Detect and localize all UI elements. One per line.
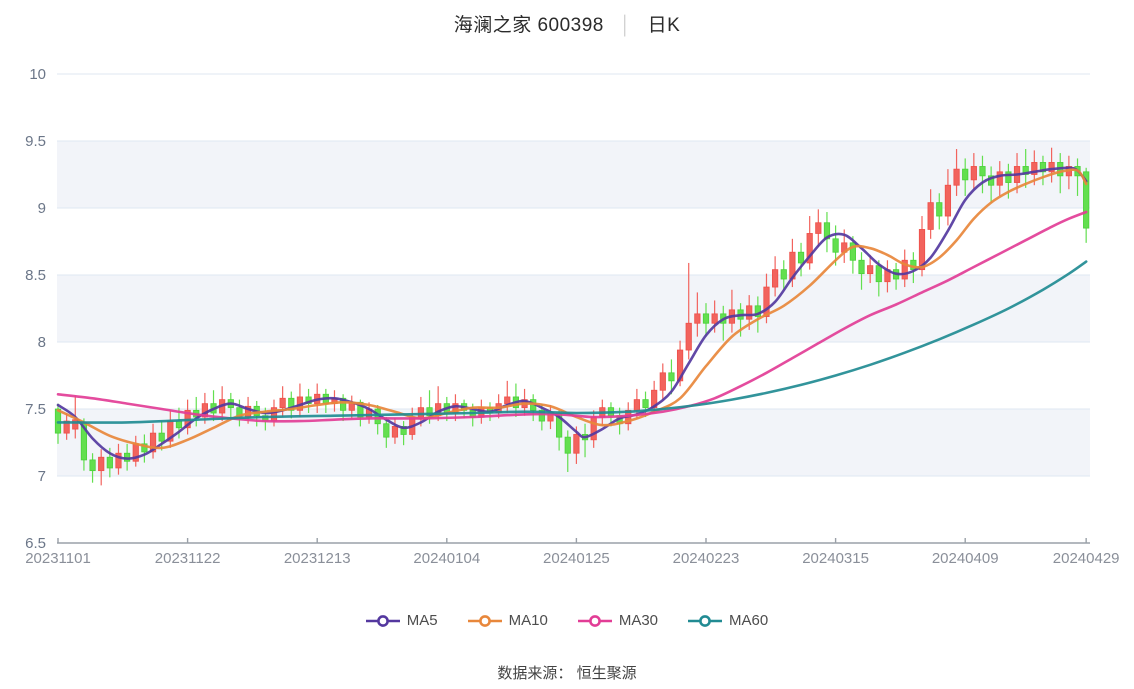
candle[interactable] bbox=[685, 262, 692, 360]
candle[interactable] bbox=[849, 236, 856, 274]
candles-group bbox=[54, 147, 1090, 486]
candle[interactable] bbox=[953, 149, 960, 196]
legend-item-ma60[interactable]: MA60 bbox=[688, 612, 768, 629]
ma5-line-icon bbox=[365, 614, 400, 627]
candle[interactable] bbox=[98, 449, 105, 486]
candle[interactable] bbox=[400, 421, 407, 446]
legend-item-ma10[interactable]: MA10 bbox=[467, 612, 548, 629]
svg-text:20240409: 20240409 bbox=[932, 550, 999, 567]
svg-text:20240104: 20240104 bbox=[413, 550, 480, 567]
candle[interactable] bbox=[115, 443, 122, 475]
data-source-note: 数据来源： 恒生聚源 bbox=[497, 665, 637, 682]
candle[interactable] bbox=[858, 252, 865, 290]
candle[interactable] bbox=[694, 292, 701, 337]
candle[interactable] bbox=[149, 423, 157, 459]
candle[interactable] bbox=[63, 413, 70, 440]
kline-period-label: 日K bbox=[647, 15, 681, 36]
ma10-line-icon bbox=[467, 614, 502, 627]
legend-label: MA10 bbox=[508, 612, 548, 629]
candle[interactable] bbox=[806, 216, 813, 270]
svg-text:20240223: 20240223 bbox=[673, 550, 740, 567]
x-axis-labels: 20231101 20231122 20231213 20240104 20240125… bbox=[25, 550, 1119, 567]
svg-text:9.5: 9.5 bbox=[25, 133, 46, 150]
ma5-line bbox=[56, 166, 1088, 460]
candle[interactable] bbox=[659, 363, 666, 400]
price-bands bbox=[57, 141, 1090, 476]
legend-item-ma5[interactable]: MA5 bbox=[365, 612, 438, 629]
candle[interactable] bbox=[797, 242, 805, 277]
candle[interactable] bbox=[970, 153, 977, 190]
ma10-line bbox=[56, 168, 1088, 450]
candle[interactable] bbox=[780, 260, 787, 290]
candle[interactable] bbox=[996, 161, 1003, 196]
svg-text:20240125: 20240125 bbox=[543, 550, 610, 567]
candle[interactable] bbox=[564, 430, 571, 472]
y-axis-labels: 10 9.5 9 8.5 8 7.5 7 6.5 bbox=[25, 66, 46, 552]
candle[interactable] bbox=[936, 193, 943, 230]
candle[interactable] bbox=[331, 390, 338, 412]
candle[interactable] bbox=[89, 453, 96, 483]
candle[interactable] bbox=[823, 212, 831, 253]
candle[interactable] bbox=[158, 421, 165, 451]
candle[interactable] bbox=[944, 169, 952, 226]
candle[interactable] bbox=[901, 249, 908, 288]
stock-name-code: 海澜之家 600398 bbox=[453, 15, 604, 36]
ma60-line bbox=[56, 260, 1088, 424]
legend-label: MA30 bbox=[618, 612, 659, 629]
grid-lines bbox=[57, 73, 1090, 477]
candle[interactable] bbox=[383, 417, 390, 448]
candle[interactable] bbox=[288, 391, 295, 419]
svg-text:20231122: 20231122 bbox=[155, 550, 221, 567]
title-separator: │ bbox=[619, 15, 632, 35]
svg-text:20240429: 20240429 bbox=[1053, 550, 1120, 567]
svg-text:7.5: 7.5 bbox=[25, 401, 46, 418]
svg-text:8.5: 8.5 bbox=[25, 267, 46, 284]
svg-text:7: 7 bbox=[38, 468, 46, 485]
candle[interactable] bbox=[702, 303, 710, 337]
candle[interactable] bbox=[1048, 147, 1055, 183]
svg-text:20240315: 20240315 bbox=[802, 550, 869, 567]
candle[interactable] bbox=[927, 189, 934, 239]
svg-text:6.5: 6.5 bbox=[25, 535, 46, 552]
ma30-line-icon bbox=[577, 614, 612, 627]
candle[interactable] bbox=[772, 256, 779, 297]
legend-label: MA5 bbox=[406, 612, 438, 629]
candle[interactable] bbox=[141, 434, 148, 463]
candle[interactable] bbox=[867, 254, 874, 284]
candle[interactable] bbox=[962, 158, 969, 196]
candle[interactable] bbox=[668, 359, 675, 395]
candle[interactable] bbox=[979, 155, 986, 194]
svg-text:20231213: 20231213 bbox=[284, 550, 351, 567]
legend-item-ma30[interactable]: MA30 bbox=[577, 612, 659, 629]
svg-text:20231101: 20231101 bbox=[25, 550, 91, 567]
ma60-line-icon bbox=[688, 614, 723, 627]
candle[interactable] bbox=[504, 380, 511, 414]
candle[interactable] bbox=[815, 209, 822, 247]
legend-label: MA60 bbox=[729, 612, 769, 629]
chart-title: 海澜之家 600398 │ 日K bbox=[0, 10, 1134, 37]
candle[interactable] bbox=[279, 386, 286, 418]
svg-text:8: 8 bbox=[38, 334, 46, 351]
svg-text:10: 10 bbox=[29, 66, 46, 83]
candle[interactable] bbox=[391, 418, 399, 444]
svg-text:9: 9 bbox=[38, 200, 46, 217]
x-axis bbox=[57, 538, 1090, 544]
ma30-line bbox=[56, 210, 1088, 423]
legend: MA5 MA10 MA30 MA60 bbox=[0, 612, 1134, 629]
